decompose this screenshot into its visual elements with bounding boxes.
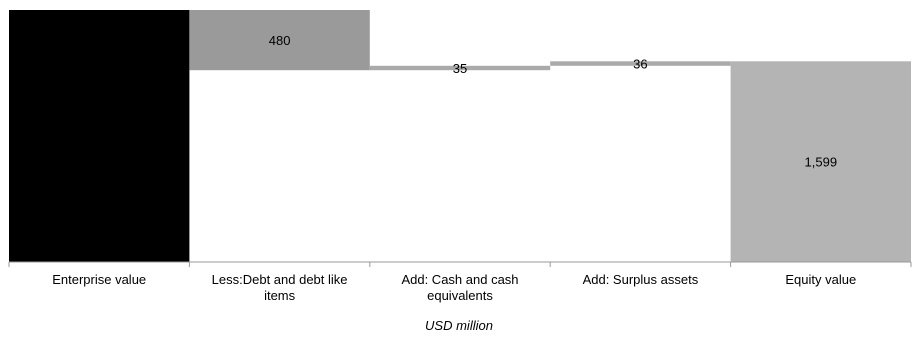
data-label-2: 35 bbox=[453, 61, 467, 76]
x-axis-ticks bbox=[8, 262, 912, 267]
bar-1 bbox=[189, 10, 370, 71]
category-label-0: Enterprise value bbox=[52, 272, 146, 287]
bar-2 bbox=[369, 65, 551, 71]
bar-0 bbox=[9, 10, 190, 262]
data-label-0: 2,008 bbox=[83, 129, 116, 144]
category-label-4: Equity value bbox=[785, 272, 856, 287]
x-axis-title: USD million bbox=[425, 318, 493, 333]
category-label-3: Add: Surplus assets bbox=[583, 272, 699, 287]
bar-4 bbox=[730, 61, 911, 262]
bars-layer bbox=[9, 10, 911, 262]
value-labels-layer: 2,008 480 35 36 1,599 bbox=[83, 33, 837, 170]
category-label-2: Add: Cash and cash equivalents bbox=[401, 272, 518, 303]
category-labels: Enterprise value Less:Debt and debt like i… bbox=[52, 272, 856, 303]
data-label-1: 480 bbox=[269, 33, 291, 48]
category-label-1: Less:Debt and debt like items bbox=[212, 272, 348, 303]
data-label-4: 1,599 bbox=[805, 155, 838, 170]
bar-3 bbox=[550, 61, 731, 66]
data-label-3: 36 bbox=[633, 56, 647, 71]
